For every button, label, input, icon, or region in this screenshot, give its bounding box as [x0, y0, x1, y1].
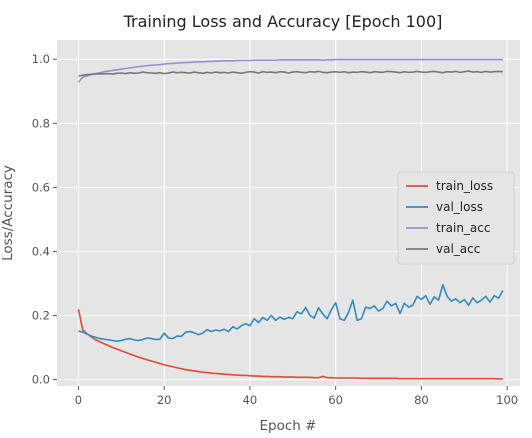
x-tick-label: 80 [414, 393, 429, 407]
series-layer [77, 58, 504, 380]
legend-label: val_loss [436, 200, 483, 214]
y-tick-label: 0.4 [32, 244, 50, 258]
y-tick-label: 0.0 [32, 373, 50, 387]
legend-label: train_acc [436, 221, 490, 235]
x-tick-label: 20 [157, 393, 172, 407]
x-axis-label: Epoch # [260, 418, 317, 434]
series-line-val-acc [78, 70, 503, 77]
series-line-val-loss [78, 283, 504, 342]
series-line-train-loss [77, 308, 503, 380]
series-line-train-acc [77, 58, 503, 83]
legend-label: val_acc [436, 242, 480, 256]
chart-title: Training Loss and Accuracy [Epoch 100] [123, 12, 443, 31]
legend: train_loss val_loss train_acc val_acc [397, 171, 515, 265]
y-tick-label: 1.0 [32, 52, 50, 66]
axis-ticks: 0 20 40 60 80 100 0.0 0.2 0.4 0.6 0.8 1.0 [32, 52, 518, 407]
x-tick-label: 40 [243, 393, 258, 407]
x-tick-label: 100 [496, 393, 518, 407]
legend-box [397, 171, 515, 265]
x-tick-label: 0 [75, 393, 82, 407]
legend-label: train_loss [436, 179, 493, 193]
y-tick-label: 0.2 [32, 309, 50, 323]
y-axis-label: Loss/Accuracy [0, 165, 16, 261]
y-tick-label: 0.6 [32, 180, 50, 194]
y-tick-label: 0.8 [32, 116, 50, 130]
x-tick-label: 60 [328, 393, 343, 407]
